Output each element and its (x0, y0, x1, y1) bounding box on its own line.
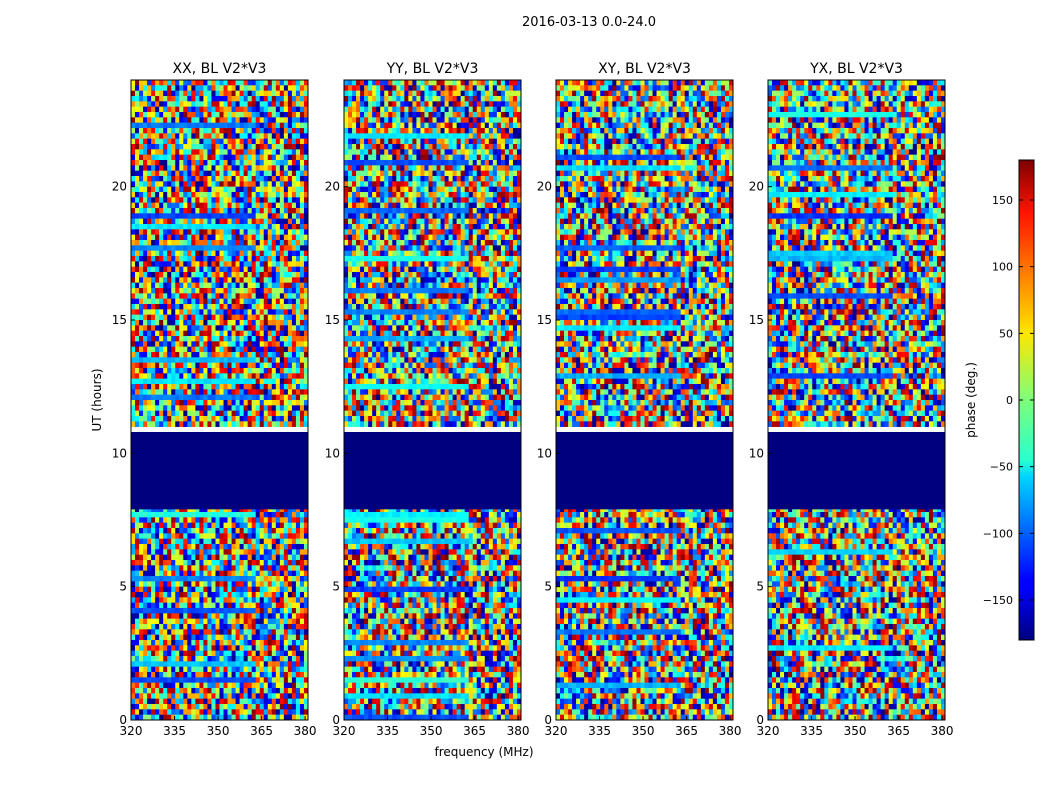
x-tick-label: 365 (675, 724, 698, 738)
colorbar-label: phase (deg.) (964, 362, 978, 438)
colorbar-tick-label: −50 (990, 461, 1013, 474)
panel-title: XY, BL V2*V3 (598, 61, 691, 77)
panel-frame (555, 79, 734, 721)
y-tick-label: 5 (119, 580, 127, 594)
x-tick-label: 320 (120, 724, 143, 738)
colorbar-tick-label: −150 (983, 594, 1013, 607)
y-tick-label: 5 (756, 580, 764, 594)
y-tick-label: 0 (119, 713, 127, 727)
phase-heatmap (131, 80, 309, 721)
y-tick-label: 20 (537, 180, 552, 194)
panel-frame (767, 79, 946, 721)
x-tick-label: 335 (800, 724, 823, 738)
y-tick-label: 15 (537, 313, 552, 327)
y-tick-label: 0 (756, 713, 764, 727)
x-tick-label: 335 (588, 724, 611, 738)
x-tick-label: 380 (294, 724, 317, 738)
x-tick-label: 350 (207, 724, 230, 738)
x-tick-label: 365 (250, 724, 273, 738)
colorbar: −150 −100 −50 0 50 100 150 phase (deg.) (964, 159, 1035, 641)
panel-title: XX, BL V2*V3 (173, 61, 267, 77)
x-tick-label: 365 (887, 724, 910, 738)
y-axis-label: UT (hours) (90, 368, 104, 431)
phase-heatmap (768, 80, 946, 721)
x-axis-label: frequency (MHz) (434, 745, 533, 759)
x-tick-label: 380 (931, 724, 954, 738)
panel-4: YX, BL V2*V3 320 335 350 365 380 0 5 10 15 20 (749, 61, 954, 738)
x-tick-label: 350 (420, 724, 443, 738)
no-data-block (131, 432, 308, 510)
y-tick-label: 10 (749, 446, 764, 460)
x-tick-label: 380 (719, 724, 742, 738)
phase-heatmap (344, 80, 522, 721)
panel-frame (343, 79, 522, 721)
y-tick-label: 10 (112, 446, 127, 460)
no-data-block (344, 432, 521, 510)
no-data-block (768, 432, 945, 510)
x-tick-label: 320 (545, 724, 568, 738)
colorbar-ticks: −150 −100 −50 0 50 100 150 (983, 194, 1034, 607)
y-tick-label: 0 (544, 713, 552, 727)
colorbar-tick-label: 100 (992, 261, 1013, 274)
y-tick-label: 10 (537, 446, 552, 460)
y-tick-label: 5 (544, 580, 552, 594)
x-tick-label: 320 (333, 724, 356, 738)
y-tick-label: 15 (112, 313, 127, 327)
panel-frame (130, 79, 309, 721)
panel-title: YY, BL V2*V3 (386, 61, 479, 77)
panel-2: YY, BL V2*V3 320 335 350 365 380 0 5 10 15 20 (325, 61, 530, 738)
x-tick-label: 320 (757, 724, 780, 738)
y-tick-label: 20 (749, 180, 764, 194)
panel-3: XY, BL V2*V3 320 335 350 365 380 0 5 10 15 20 (537, 61, 742, 738)
x-tick-label: 350 (632, 724, 655, 738)
panel-1: XX, BL V2*V3 320 335 350 365 380 0 5 10 15 20 (112, 61, 317, 738)
x-tick-label: 350 (844, 724, 867, 738)
panel-title: YX, BL V2*V3 (809, 61, 903, 77)
x-tick-label: 365 (463, 724, 486, 738)
y-tick-label: 15 (749, 313, 764, 327)
colorbar-tick-label: 0 (1006, 394, 1013, 407)
y-tick-label: 0 (332, 713, 340, 727)
figure-suptitle: 2016-03-13 0.0-24.0 (522, 15, 656, 30)
y-tick-label: 15 (325, 313, 340, 327)
no-data-block (556, 432, 733, 510)
colorbar-tick-label: 150 (992, 194, 1013, 207)
phase-heatmap (556, 80, 734, 721)
y-tick-label: 5 (332, 580, 340, 594)
y-tick-label: 10 (325, 446, 340, 460)
y-tick-label: 20 (325, 180, 340, 194)
colorbar-tick-label: 50 (999, 327, 1013, 340)
x-tick-label: 380 (507, 724, 530, 738)
colorbar-tick-label: −100 (983, 527, 1013, 540)
x-tick-label: 335 (163, 724, 186, 738)
x-tick-label: 335 (376, 724, 399, 738)
y-tick-label: 20 (112, 180, 127, 194)
